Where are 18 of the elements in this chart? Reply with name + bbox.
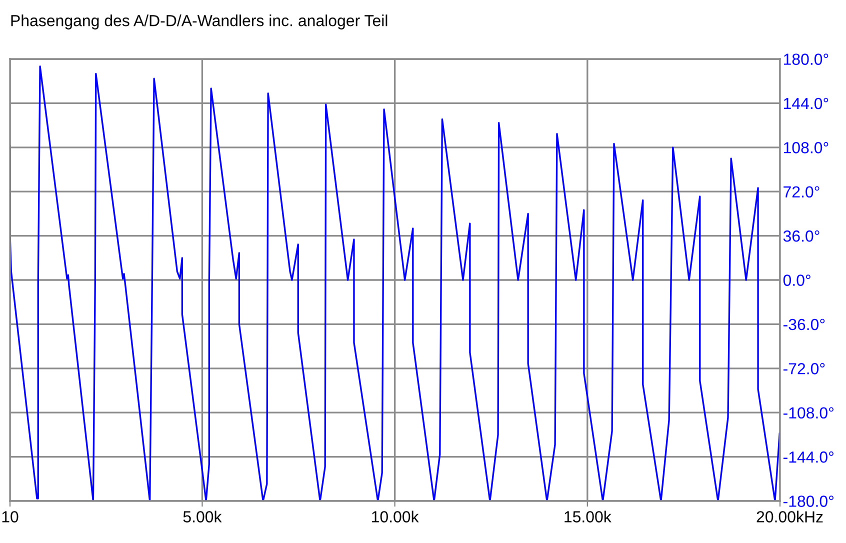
x-axis-title: Hz [805,511,823,522]
y-tick-label: 36.0° [783,230,820,242]
y-tick-label: 144.0° [784,98,828,110]
x-tick-label: 10 [2,511,18,522]
y-tick-label: -144.0° [783,451,834,463]
y-tick-label: 0.0° [783,274,810,286]
y-tick-label: -108.0° [783,407,834,419]
x-tick-label: 15.00k [564,510,612,522]
y-tick-label: 108.0° [784,142,828,154]
y-tick-label: 180.0° [784,54,828,65]
x-tick-label: 5.00k [183,510,222,522]
y-tick-label: -36.0° [783,318,825,330]
y-tick-label: -72.0° [783,363,825,374]
x-tick-label: 20.00k [756,510,804,522]
y-tick-label: 72.0° [784,186,820,198]
x-tick-label: 10.00k [372,510,419,522]
chart-title: Phasengang des A/D-D/A-Wandlers inc. analoger Teil [11,14,388,30]
y-tick-label: -180.0° [783,496,834,507]
